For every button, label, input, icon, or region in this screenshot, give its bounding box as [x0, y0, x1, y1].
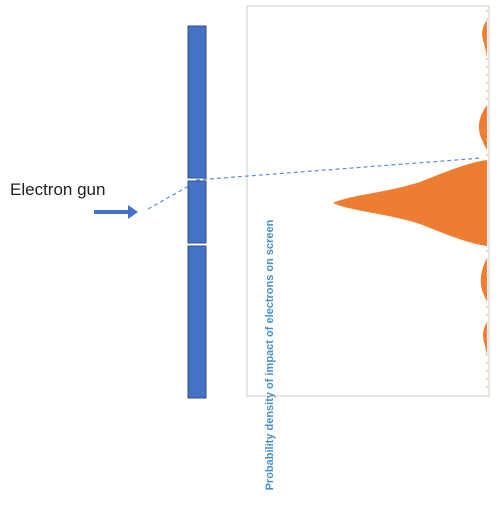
interference-lobe [480, 258, 487, 302]
barrier-segment-top [187, 25, 207, 179]
central-probability-peak [333, 160, 487, 246]
electron-path-line [195, 157, 483, 181]
electron-gun-arrow-icon [94, 205, 138, 219]
probability-density-axis-label: Probability density of impact of electro… [264, 219, 276, 491]
barrier-segment-bottom [187, 245, 207, 399]
interference-lobe [478, 105, 487, 150]
interference-lobe [483, 322, 487, 356]
electron-gun-label: Electron gun [10, 180, 106, 199]
interference-lobe [482, 20, 487, 58]
barrier-segment-middle [187, 180, 207, 244]
double-slit-diagram [94, 5, 490, 399]
